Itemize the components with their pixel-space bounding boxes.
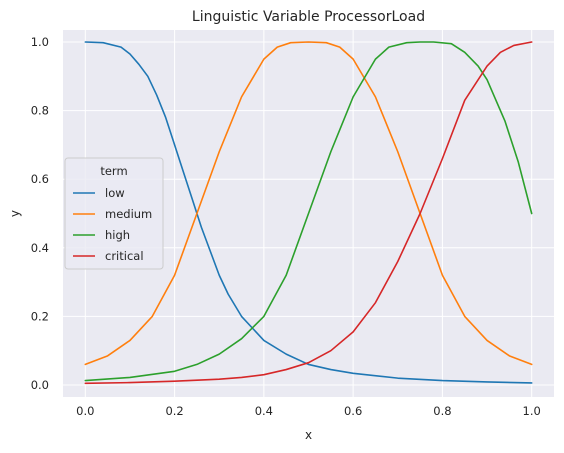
x-tick-label: 0.8 bbox=[433, 404, 451, 418]
y-tick-label: 0.8 bbox=[31, 104, 49, 118]
legend-title: term bbox=[100, 164, 127, 178]
series-layer bbox=[84, 41, 533, 385]
legend-label-high: high bbox=[105, 228, 130, 242]
legend-box bbox=[64, 157, 164, 270]
y-tick-label: 0.6 bbox=[31, 172, 49, 186]
x-tick-label: 0.4 bbox=[255, 404, 273, 418]
chart-title: Linguistic Variable ProcessorLoad bbox=[192, 9, 425, 25]
y-axis-label: y bbox=[8, 210, 22, 217]
y-tick-label: 0.2 bbox=[31, 309, 49, 323]
series-line-low bbox=[84, 41, 533, 384]
legend-label-medium: medium bbox=[105, 207, 152, 221]
legend: term low medium high critical bbox=[64, 157, 164, 270]
y-tick-label: 0.4 bbox=[31, 241, 49, 255]
x-axis-label: x bbox=[305, 428, 312, 442]
x-tick-label: 0.0 bbox=[76, 404, 94, 418]
legend-label-critical: critical bbox=[105, 249, 144, 263]
y-tick-label: 1.0 bbox=[31, 35, 49, 49]
x-tick-label: 0.2 bbox=[165, 404, 183, 418]
x-tick-label: 0.6 bbox=[344, 404, 362, 418]
series-line-medium bbox=[84, 41, 533, 366]
x-tick-label: 1.0 bbox=[523, 404, 541, 418]
ticks: 0.0 0.2 0.4 0.6 0.8 1.0 0.0 0.2 0.4 0.6 0.8 1.0 bbox=[31, 35, 541, 418]
series-line-high bbox=[84, 41, 533, 382]
series-line-critical bbox=[84, 41, 533, 385]
legend-label-low: low bbox=[105, 186, 125, 200]
y-tick-label: 0.0 bbox=[31, 378, 49, 392]
